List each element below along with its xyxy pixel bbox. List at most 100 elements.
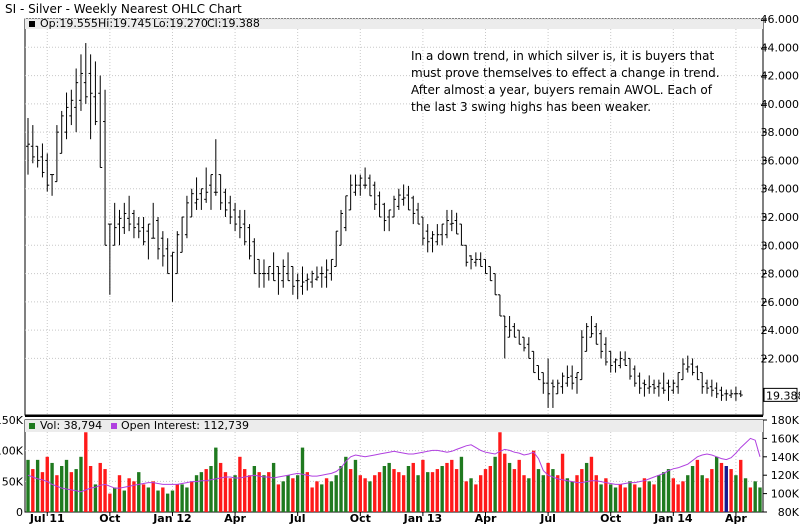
x-tick-label: Jul [539, 512, 556, 524]
ohlc-bar [170, 251, 175, 302]
volume-bars [26, 432, 762, 512]
volume-bar [430, 472, 435, 512]
volume-bar [469, 478, 473, 512]
volume-bar [700, 475, 704, 512]
ohlc-bar [488, 266, 493, 282]
ohlc-bar [26, 118, 30, 175]
volume-bar [141, 484, 146, 512]
volume-bar [382, 466, 387, 512]
volume-bar [320, 484, 324, 512]
volume-bar [204, 469, 208, 512]
volume-bar [613, 487, 618, 512]
x-tick-label: Apr [224, 512, 246, 524]
volume-bar [353, 459, 358, 512]
volume-bar [618, 484, 623, 512]
volume-bar [401, 475, 406, 512]
volume-bar [50, 462, 54, 512]
volume-bar [758, 487, 762, 512]
annotation-line-2: must prove themselves to effect a change… [411, 66, 720, 80]
ohlc-bar [300, 266, 305, 295]
ohlc-bar [189, 188, 194, 218]
volume-bar [748, 487, 753, 512]
volume-bar [411, 462, 415, 512]
ohlc-bar [502, 315, 507, 359]
price-tick-label: 42.000 [761, 70, 800, 83]
volume-bar [93, 484, 98, 512]
volume-bar [26, 459, 30, 512]
ohlc-bar [156, 217, 161, 260]
ohlc-bar [213, 139, 218, 196]
volume-bar [180, 484, 184, 512]
ohlc-bar [401, 184, 406, 206]
volume-y-axis: 0 50K 100K 150K [0, 414, 24, 519]
volume-bar [344, 456, 348, 512]
ohlc-bar [627, 357, 632, 380]
ohlc-bar [93, 61, 98, 126]
price-tick-label: 30.000 [761, 239, 800, 252]
ohlc-bar [599, 330, 604, 359]
ohlc-bar [647, 375, 652, 394]
volume-bar [79, 456, 83, 512]
volume-bar [127, 478, 131, 512]
volume-bar [743, 478, 748, 512]
price-tick-label: 32.000 [761, 211, 800, 224]
volume-bar [753, 481, 757, 512]
volume-bar [560, 453, 565, 512]
volume-bar [594, 475, 598, 512]
volume-bar [238, 456, 242, 512]
volume-bar [426, 472, 430, 512]
volume-bar [483, 469, 488, 512]
volume-bar [214, 447, 218, 512]
ohlc-bar [444, 209, 449, 239]
ohlc-bar [209, 174, 213, 210]
volume-bar [695, 459, 700, 512]
ohlc-bar [671, 379, 676, 394]
ohlc-bar [83, 43, 88, 104]
volume-bar [589, 456, 594, 512]
ohlc-bar [392, 195, 396, 218]
volume-bar [527, 478, 531, 512]
volume-bar [657, 475, 661, 512]
ohlc-bar [88, 54, 93, 140]
ohlc-bar [175, 231, 180, 275]
ohlc-bar [271, 252, 276, 282]
volume-bar [387, 462, 391, 512]
ohlc-bar [565, 365, 570, 387]
ohlc-bar [454, 212, 459, 235]
volume-bar [440, 466, 444, 512]
open-interest-line [27, 437, 761, 493]
price-tick-label: 44.000 [761, 41, 800, 54]
ohlc-bar [483, 258, 488, 275]
ohlc-bar [290, 266, 295, 295]
volume-bar [84, 432, 88, 512]
volume-bar [392, 469, 396, 512]
ohlc-bar [228, 195, 233, 225]
volume-bar [522, 475, 526, 512]
ohlc-bar [449, 209, 454, 232]
ohlc-bar [367, 174, 372, 197]
volume-bar [450, 459, 454, 512]
ohlc-bar [324, 259, 329, 288]
ohlc-bar [575, 372, 579, 394]
volume-bar [88, 466, 93, 512]
x-tick-label: Apr [475, 512, 497, 524]
volume-bar [286, 475, 290, 512]
ohlc-bar [541, 372, 546, 394]
volume-bar [633, 484, 637, 512]
ohlc-bar [555, 379, 560, 395]
ohlc-bar [652, 379, 657, 394]
ohlc-bar [103, 89, 108, 246]
volume-bar [435, 469, 440, 512]
volume-bar [652, 484, 656, 512]
volume-bar [464, 481, 468, 512]
volume-bar [584, 462, 589, 512]
volume-bar [478, 475, 483, 512]
volume-bar [334, 475, 338, 512]
ohlc-bar [570, 365, 575, 390]
ohlc-bar [372, 181, 377, 210]
ohlc-bar [218, 174, 223, 210]
volume-bar [310, 487, 314, 512]
ohlc-bar [40, 143, 45, 178]
volume-bar [719, 462, 724, 512]
ohlc-bar [676, 372, 681, 394]
